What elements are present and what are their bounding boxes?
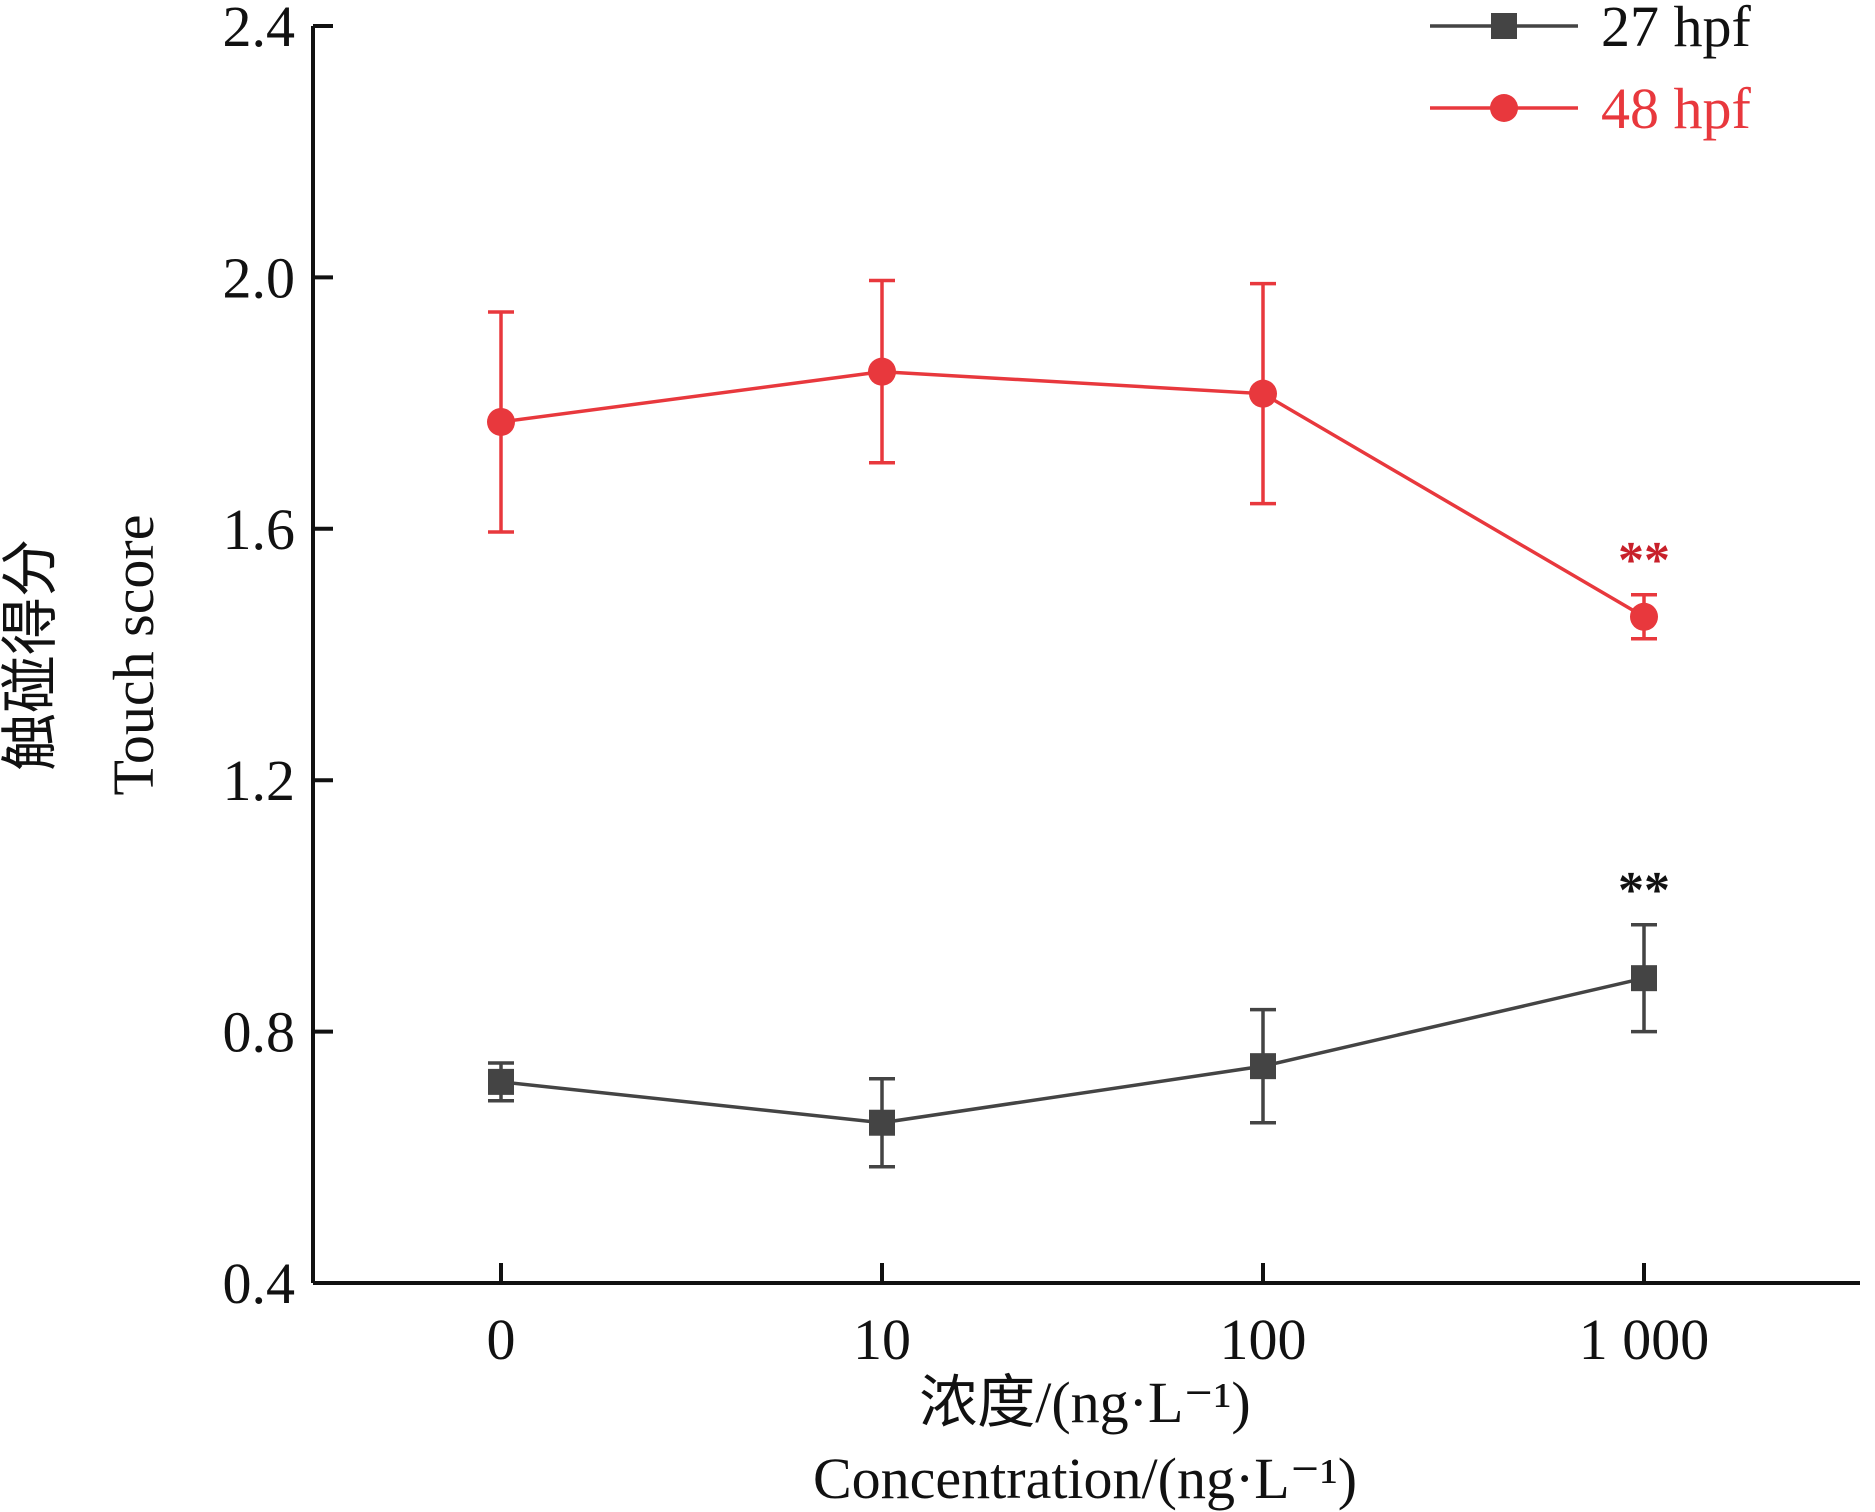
y-tick-label: 2.4: [223, 0, 296, 59]
series-line: [500, 369, 1645, 619]
x-tick-label: 1 000: [1579, 1307, 1710, 1372]
series-1: **: [487, 278, 1670, 641]
legend: 27 hpf 48 hpf: [1430, 0, 1752, 141]
data-point: [488, 1068, 514, 1095]
y-tick-label: 1.6: [223, 497, 296, 562]
x-axis-title-en: Concentration/(ng·L⁻¹): [813, 1446, 1357, 1511]
y-axis-title-cn: 触碰得分: [0, 539, 63, 771]
legend-label: 27 hpf: [1601, 0, 1752, 59]
data-point: [1630, 602, 1658, 631]
significance-label: **: [1618, 532, 1670, 589]
series-0: **: [488, 862, 1670, 1169]
data-point: [869, 1109, 895, 1136]
data-point: [1250, 1053, 1276, 1080]
series-layer: ** **: [487, 278, 1670, 1169]
significance-label: **: [1618, 862, 1670, 919]
y-tick-label: 0.4: [223, 1251, 296, 1316]
y-axis-title-en: Touch score: [101, 515, 166, 796]
x-tick-label: 100: [1220, 1307, 1307, 1372]
legend-entry-0: 27 hpf: [1430, 0, 1752, 59]
x-axis-title-cn: 浓度/(ng·L⁻¹): [919, 1370, 1251, 1435]
legend-label: 48 hpf: [1601, 76, 1752, 141]
data-point: [1249, 379, 1277, 408]
legend-marker: [1490, 94, 1518, 122]
y-tick-label: 0.8: [223, 1000, 296, 1065]
y-tick-label: 2.0: [223, 245, 296, 310]
x-tick-label: 10: [853, 1307, 911, 1372]
data-point: [487, 407, 515, 436]
x-tick-label: 0: [487, 1307, 516, 1372]
data-point: [1631, 965, 1657, 992]
y-tick-label: 1.2: [223, 748, 296, 813]
axes: 0.4 0.8 1.2 1.6 2.0 2.4 0 10 100 1 000: [223, 0, 1860, 1372]
legend-entry-1: 48 hpf: [1430, 76, 1752, 141]
legend-marker: [1491, 13, 1517, 39]
data-point: [868, 357, 896, 386]
series-line: [500, 976, 1645, 1125]
